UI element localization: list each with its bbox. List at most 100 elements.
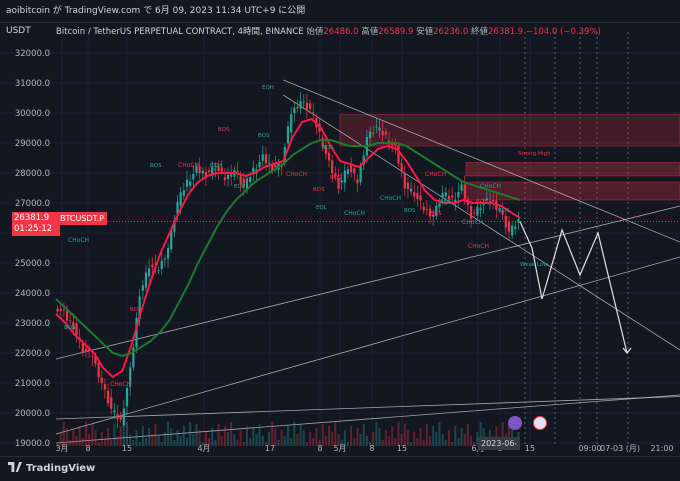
candle-body xyxy=(299,101,302,109)
candle-body xyxy=(438,203,441,207)
volume-bar xyxy=(242,442,245,446)
volume-bar xyxy=(88,434,91,446)
volume-bar xyxy=(258,424,261,446)
volume-bar xyxy=(97,442,100,446)
volume-bar xyxy=(116,436,119,446)
candle-body xyxy=(359,165,362,182)
volume-bar xyxy=(422,440,425,446)
candle-body xyxy=(129,367,132,387)
lightning-icon[interactable] xyxy=(508,416,522,430)
candle-body xyxy=(290,114,293,133)
volume-bar xyxy=(274,428,277,446)
candle-body xyxy=(511,225,514,236)
tradingview-logo[interactable]: TradingView xyxy=(8,462,95,474)
candle-body xyxy=(324,145,327,154)
candle-body xyxy=(242,178,245,187)
volume-bar xyxy=(365,436,368,446)
event-icons xyxy=(508,415,553,434)
candle-body xyxy=(65,310,69,321)
volume-bar xyxy=(507,424,510,446)
open-label: 始値 xyxy=(306,27,324,37)
bos-label: BOS xyxy=(430,211,442,217)
volume-bar xyxy=(340,440,343,446)
volume-bar xyxy=(103,438,106,446)
y-tick-label: 19000.0 xyxy=(15,439,50,449)
candle-body xyxy=(154,263,157,265)
tradingview-logo-icon xyxy=(8,462,22,472)
candle-body xyxy=(340,180,343,183)
choch-label: CHoCH xyxy=(380,195,401,202)
volume-bar xyxy=(72,430,75,446)
volume-bar xyxy=(160,442,163,446)
candle-body xyxy=(350,165,353,172)
volume-bar xyxy=(268,432,271,446)
volume-bar xyxy=(223,426,226,446)
bos-label: BOS xyxy=(322,145,334,151)
volume-bar xyxy=(91,424,94,446)
candle-body xyxy=(485,198,488,201)
volume-bar xyxy=(403,424,406,446)
symbol-info-bar: Bitcoin / TetherUS PERPETUAL CONTRACT, 4… xyxy=(56,24,601,40)
candle-body xyxy=(271,164,274,171)
candle-body xyxy=(103,384,107,390)
y-tick-label: 30000.0 xyxy=(15,109,50,119)
trend-line xyxy=(55,256,680,435)
candle-body xyxy=(245,178,249,191)
bos-label: BOS xyxy=(150,163,162,169)
last-price-tag: 26381.9 01:25:12 xyxy=(12,212,60,236)
choch-label: CHoCH xyxy=(68,237,89,244)
volume-bar xyxy=(56,442,59,446)
candle-body xyxy=(110,397,113,409)
candle-body xyxy=(214,169,217,171)
candle-body xyxy=(473,212,476,214)
structure-label: EQH xyxy=(210,163,222,169)
candle-body xyxy=(62,309,65,311)
choch-label: CHoCH xyxy=(286,171,307,178)
volume-bar xyxy=(324,436,327,446)
candle-body xyxy=(267,162,271,164)
candle-body xyxy=(106,390,110,404)
x-tick-label: 07-03 (月) xyxy=(600,444,640,453)
volume-bar xyxy=(62,422,65,446)
choch-label: CHoCH xyxy=(462,219,483,226)
volume-bar xyxy=(245,426,248,446)
candle-body xyxy=(514,226,517,230)
candle-body xyxy=(403,173,406,189)
structure-label: EQL xyxy=(234,184,246,190)
volume-bar xyxy=(264,442,267,446)
bos-label: BOS xyxy=(64,325,76,331)
volume-bar xyxy=(179,436,182,446)
candle-body xyxy=(451,195,454,198)
candle-body xyxy=(170,230,173,250)
candle-body xyxy=(469,206,473,219)
volume-bar xyxy=(473,442,476,446)
symbol-tag: BTCUSDT.P xyxy=(57,212,107,225)
volume-bar xyxy=(230,422,233,446)
symbol-title[interactable]: Bitcoin / TetherUS PERPETUAL CONTRACT, 4… xyxy=(56,27,304,37)
candle-body xyxy=(331,160,334,174)
ema_fast-line xyxy=(55,117,521,379)
volume-bar xyxy=(214,440,217,446)
choch-label: CHoCH xyxy=(480,183,501,190)
volume-bar xyxy=(394,438,397,446)
candle-body xyxy=(236,171,239,174)
volume-bar xyxy=(239,430,242,446)
volume-bar xyxy=(318,440,321,446)
candle-body xyxy=(141,285,144,291)
candle-body xyxy=(226,174,230,179)
volume-bar xyxy=(419,428,422,446)
volume-bar xyxy=(69,440,72,446)
x-tick-label: 15 xyxy=(397,444,407,453)
volume-bar xyxy=(438,422,441,446)
candle-body xyxy=(166,248,170,259)
volume-bar xyxy=(343,430,346,446)
volume-bar xyxy=(384,430,387,446)
volume-bar xyxy=(362,424,365,446)
candle-body xyxy=(447,196,451,200)
us-flag-icon[interactable] xyxy=(533,416,548,430)
volume-bar xyxy=(110,440,113,446)
volume-bar xyxy=(75,436,78,446)
candle-body xyxy=(252,167,255,174)
y-axis: 32000.0 31000.0 30000.0 29000.0 28000.0 27000… xyxy=(15,49,50,449)
